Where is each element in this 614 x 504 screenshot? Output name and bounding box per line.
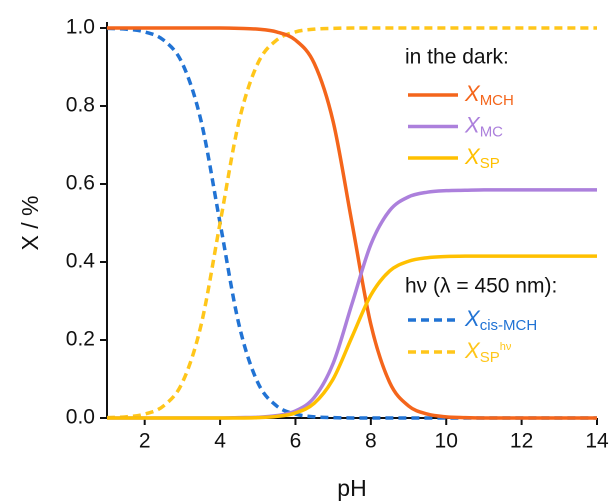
y-tick-label: 0.4 xyxy=(66,250,96,273)
legend-sub: MCH xyxy=(480,92,514,109)
y-tick-label: 0.8 xyxy=(66,94,95,117)
legend-label: XMC xyxy=(464,112,503,140)
x-tick-label: 6 xyxy=(290,430,302,453)
legend-sub: MC xyxy=(480,123,503,140)
y-axis-label: X / % xyxy=(17,196,43,251)
legend-label: XSP xyxy=(464,144,500,172)
x-tick-label: 14 xyxy=(585,430,609,453)
x-tick-label: 4 xyxy=(214,430,226,453)
legend-name: X xyxy=(464,144,481,169)
legend-name: X xyxy=(464,81,481,106)
series-line xyxy=(106,26,597,420)
series-line xyxy=(107,26,597,420)
legend-title: hν (λ = 450 nm): xyxy=(405,275,557,298)
x-tick-label: 2 xyxy=(139,430,151,453)
y-tick-label: 0.6 xyxy=(66,172,95,195)
legend-sub: SP xyxy=(480,155,500,172)
legend-sub: cis-MCH xyxy=(480,317,538,334)
legend-label: XSPhν xyxy=(464,338,512,366)
series-line xyxy=(106,26,597,420)
legend-name: X xyxy=(464,338,481,363)
y-tick-label: 1.0 xyxy=(66,16,95,39)
series-line xyxy=(107,254,597,420)
x-tick-label: 12 xyxy=(510,430,533,453)
legend-label: XMCH xyxy=(464,81,514,109)
x-tick-label: 10 xyxy=(435,430,458,453)
legend-sup: hν xyxy=(500,341,512,353)
x-axis-label: pH xyxy=(337,475,366,501)
y-tick-label: 0.0 xyxy=(66,406,95,429)
legend-title: in the dark: xyxy=(405,46,509,69)
legend-label: Xcis-MCH xyxy=(464,306,537,334)
legend-sub: SP xyxy=(480,349,500,366)
legend-name: X xyxy=(464,112,481,137)
y-tick-label: 0.2 xyxy=(66,328,95,351)
legend-name: X xyxy=(464,306,481,331)
x-tick-label: 8 xyxy=(365,430,377,453)
